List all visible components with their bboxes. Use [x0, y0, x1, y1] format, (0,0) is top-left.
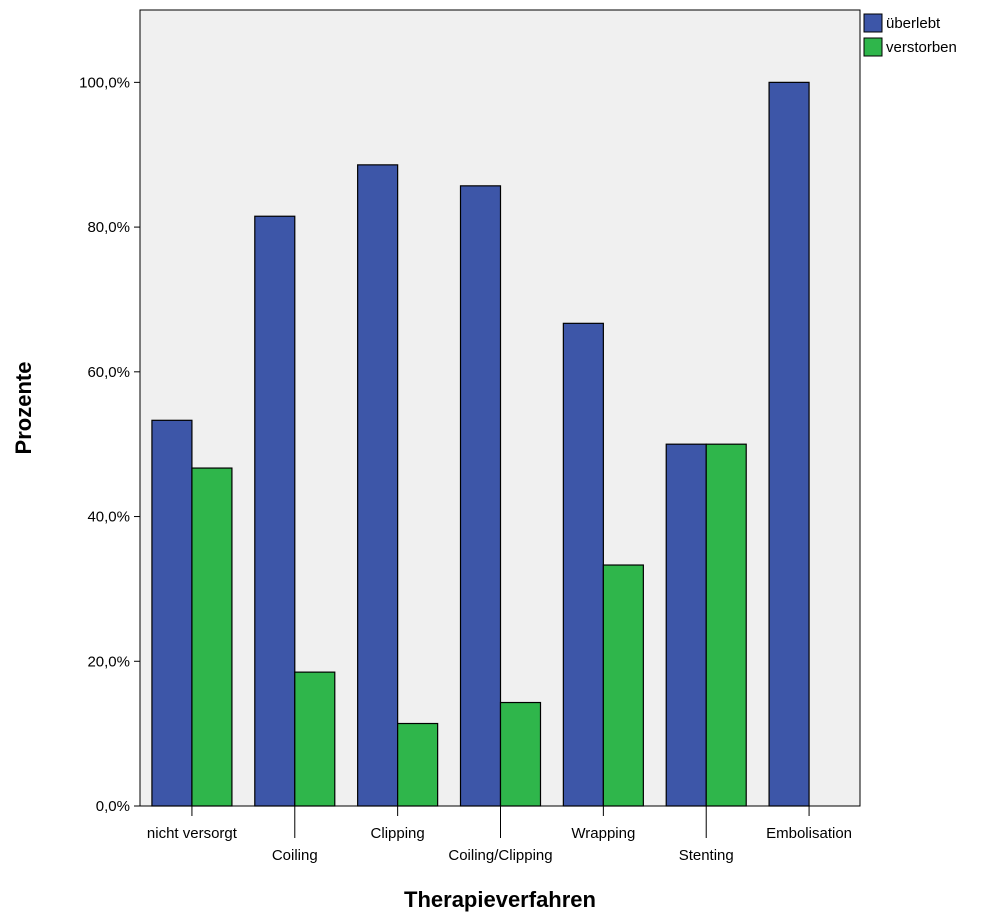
bar-verstorben-4: [602, 564, 644, 807]
bar-ueberlebt-1: [254, 215, 296, 807]
bar-ueberlebt-4: [562, 322, 604, 807]
bar-verstorben-0: [191, 467, 233, 807]
x-tick-label: Wrapping: [571, 825, 635, 842]
legend: überlebt verstorben: [863, 13, 957, 57]
legend-swatch: [863, 37, 883, 57]
legend-swatch: [863, 13, 883, 33]
bar-ueberlebt-0: [151, 419, 193, 807]
bar-verstorben-3: [499, 701, 542, 807]
x-tick-label: nicht versorgt: [147, 825, 238, 842]
bar-ueberlebt-2: [357, 164, 399, 807]
bar-verstorben-2: [397, 722, 439, 807]
y-axis-title: Prozente: [11, 362, 36, 455]
bar-ueberlebt-3: [459, 185, 502, 807]
bar-ueberlebt-5: [665, 443, 707, 807]
bars-group: [151, 81, 810, 807]
x-tick-label: Embolisation: [766, 825, 852, 842]
y-tick-label: 60,0%: [87, 364, 130, 381]
y-tick-label: 0,0%: [96, 798, 130, 815]
bar-verstorben-1: [294, 671, 336, 807]
x-axis: nicht versorgt Coiling Clipping Coiling/Cli…: [147, 806, 852, 864]
y-tick-label: 100,0%: [79, 74, 130, 91]
legend-label: verstorben: [886, 39, 957, 56]
y-axis: 0,0% 20,0% 40,0% 60,0% 80,0% 100,0%: [79, 74, 140, 815]
y-tick-label: 40,0%: [87, 509, 130, 526]
x-axis-title: Therapieverfahren: [404, 887, 596, 912]
x-tick-label: Clipping: [371, 825, 425, 842]
x-tick-label: Coiling/Clipping: [448, 847, 552, 864]
bar-verstorben-5: [705, 443, 747, 807]
y-tick-label: 80,0%: [87, 219, 130, 236]
legend-label: überlebt: [886, 15, 941, 32]
x-tick-label: Coiling: [272, 847, 318, 864]
bar-ueberlebt-6: [768, 81, 810, 807]
x-tick-label: Stenting: [679, 847, 734, 864]
y-tick-label: 20,0%: [87, 653, 130, 670]
